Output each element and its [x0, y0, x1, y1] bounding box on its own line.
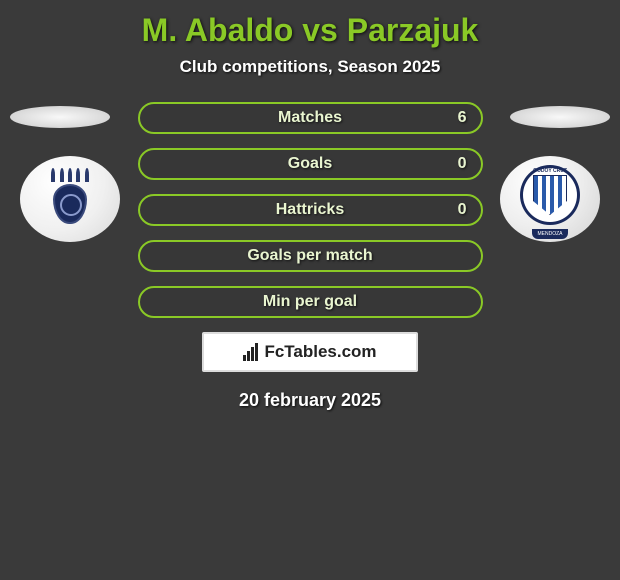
player-photo-right [510, 106, 610, 128]
stat-row-hattricks: Hattricks 0 [138, 194, 483, 226]
stat-right-value: 6 [458, 109, 467, 127]
subtitle: Club competitions, Season 2025 [0, 57, 620, 77]
stat-row-goals: Goals 0 [138, 148, 483, 180]
stat-right-value: 0 [458, 201, 467, 219]
brand-watermark: FcTables.com [202, 332, 418, 372]
godoy-cruz-crest-icon: GODOY CRUZ MENDOZA [500, 156, 600, 242]
page-title: M. Abaldo vs Parzajuk [0, 0, 620, 49]
comparison-panel: GODOY CRUZ MENDOZA Matches 6 Goals 0 Hat… [0, 102, 620, 411]
stat-label: Matches [278, 109, 342, 127]
team-logo-right: GODOY CRUZ MENDOZA [500, 156, 600, 242]
date-label: 20 february 2025 [0, 390, 620, 411]
stat-right-value: 0 [458, 155, 467, 173]
stat-row-matches: Matches 6 [138, 102, 483, 134]
bar-chart-icon [243, 343, 258, 361]
brand-text: FcTables.com [264, 342, 376, 362]
stats-table: Matches 6 Goals 0 Hattricks 0 Goals per … [138, 102, 483, 318]
stat-label: Goals [288, 155, 332, 173]
player-photo-left [10, 106, 110, 128]
stat-row-goals-per-match: Goals per match [138, 240, 483, 272]
stat-row-min-per-goal: Min per goal [138, 286, 483, 318]
stat-label: Min per goal [263, 293, 357, 311]
team-logo-left [20, 156, 120, 242]
gimnasia-crest-icon [20, 156, 120, 242]
stat-label: Goals per match [247, 247, 372, 265]
stat-label: Hattricks [276, 201, 344, 219]
